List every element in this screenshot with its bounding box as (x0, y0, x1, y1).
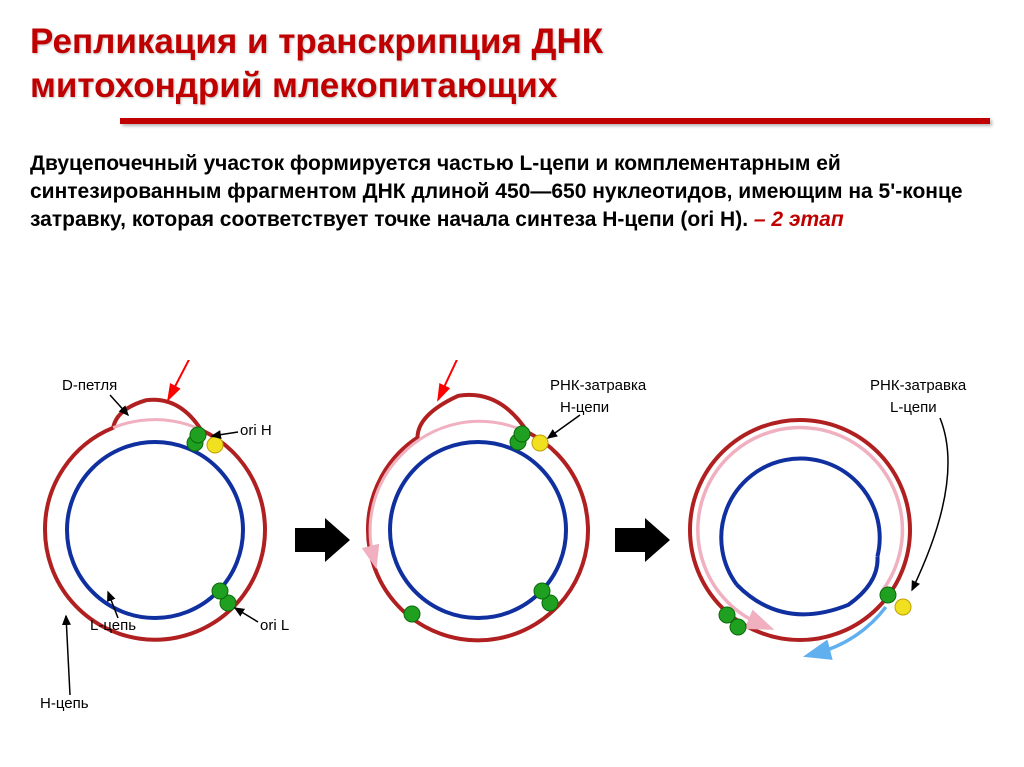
l-chain (721, 458, 879, 584)
new-strand (113, 420, 201, 430)
diagram-label: L-цепь (90, 617, 136, 634)
diagram-label: H-цепи (560, 399, 609, 416)
primer-dot (532, 435, 548, 451)
stage-label: – 2 этап (754, 208, 844, 231)
primer-dot (895, 599, 911, 615)
diagram-label: ori L (260, 617, 289, 634)
slide: Репликация и транскрипция ДНК митохондри… (0, 0, 1024, 255)
title-line2: митохондрий млекопитающих (30, 66, 557, 105)
diagram-svg: D-петля ori H ori L L-цепь H-цепь РНК-затравк… (0, 360, 1024, 760)
title-underline (120, 118, 990, 124)
diagram-label: РНК-затравка (870, 377, 967, 394)
primer-dot (207, 437, 223, 453)
diagram-label: РНК-затравка (550, 377, 647, 394)
diagram-label: ori H (240, 422, 272, 439)
title-line1: Репликация и транскрипция ДНК (30, 22, 603, 61)
diagram-label: H-цепь (40, 695, 89, 712)
slide-title: Репликация и транскрипция ДНК митохондри… (30, 20, 994, 108)
pointer-arrow (168, 360, 220, 400)
l-primer-arrow (817, 607, 886, 653)
progress-arrow (295, 518, 350, 562)
ori-h-dot (190, 427, 206, 443)
diagram-label: L-цепи (890, 399, 937, 416)
new-strand (370, 421, 524, 557)
progress-arrow (615, 518, 670, 562)
diagram-area: D-петля ori H ori L L-цепь H-цепь РНК-затравк… (0, 360, 1024, 760)
body-text: Двуцепочечный участок формируется частью… (30, 150, 994, 235)
diagram-label: D-петля (62, 377, 117, 394)
